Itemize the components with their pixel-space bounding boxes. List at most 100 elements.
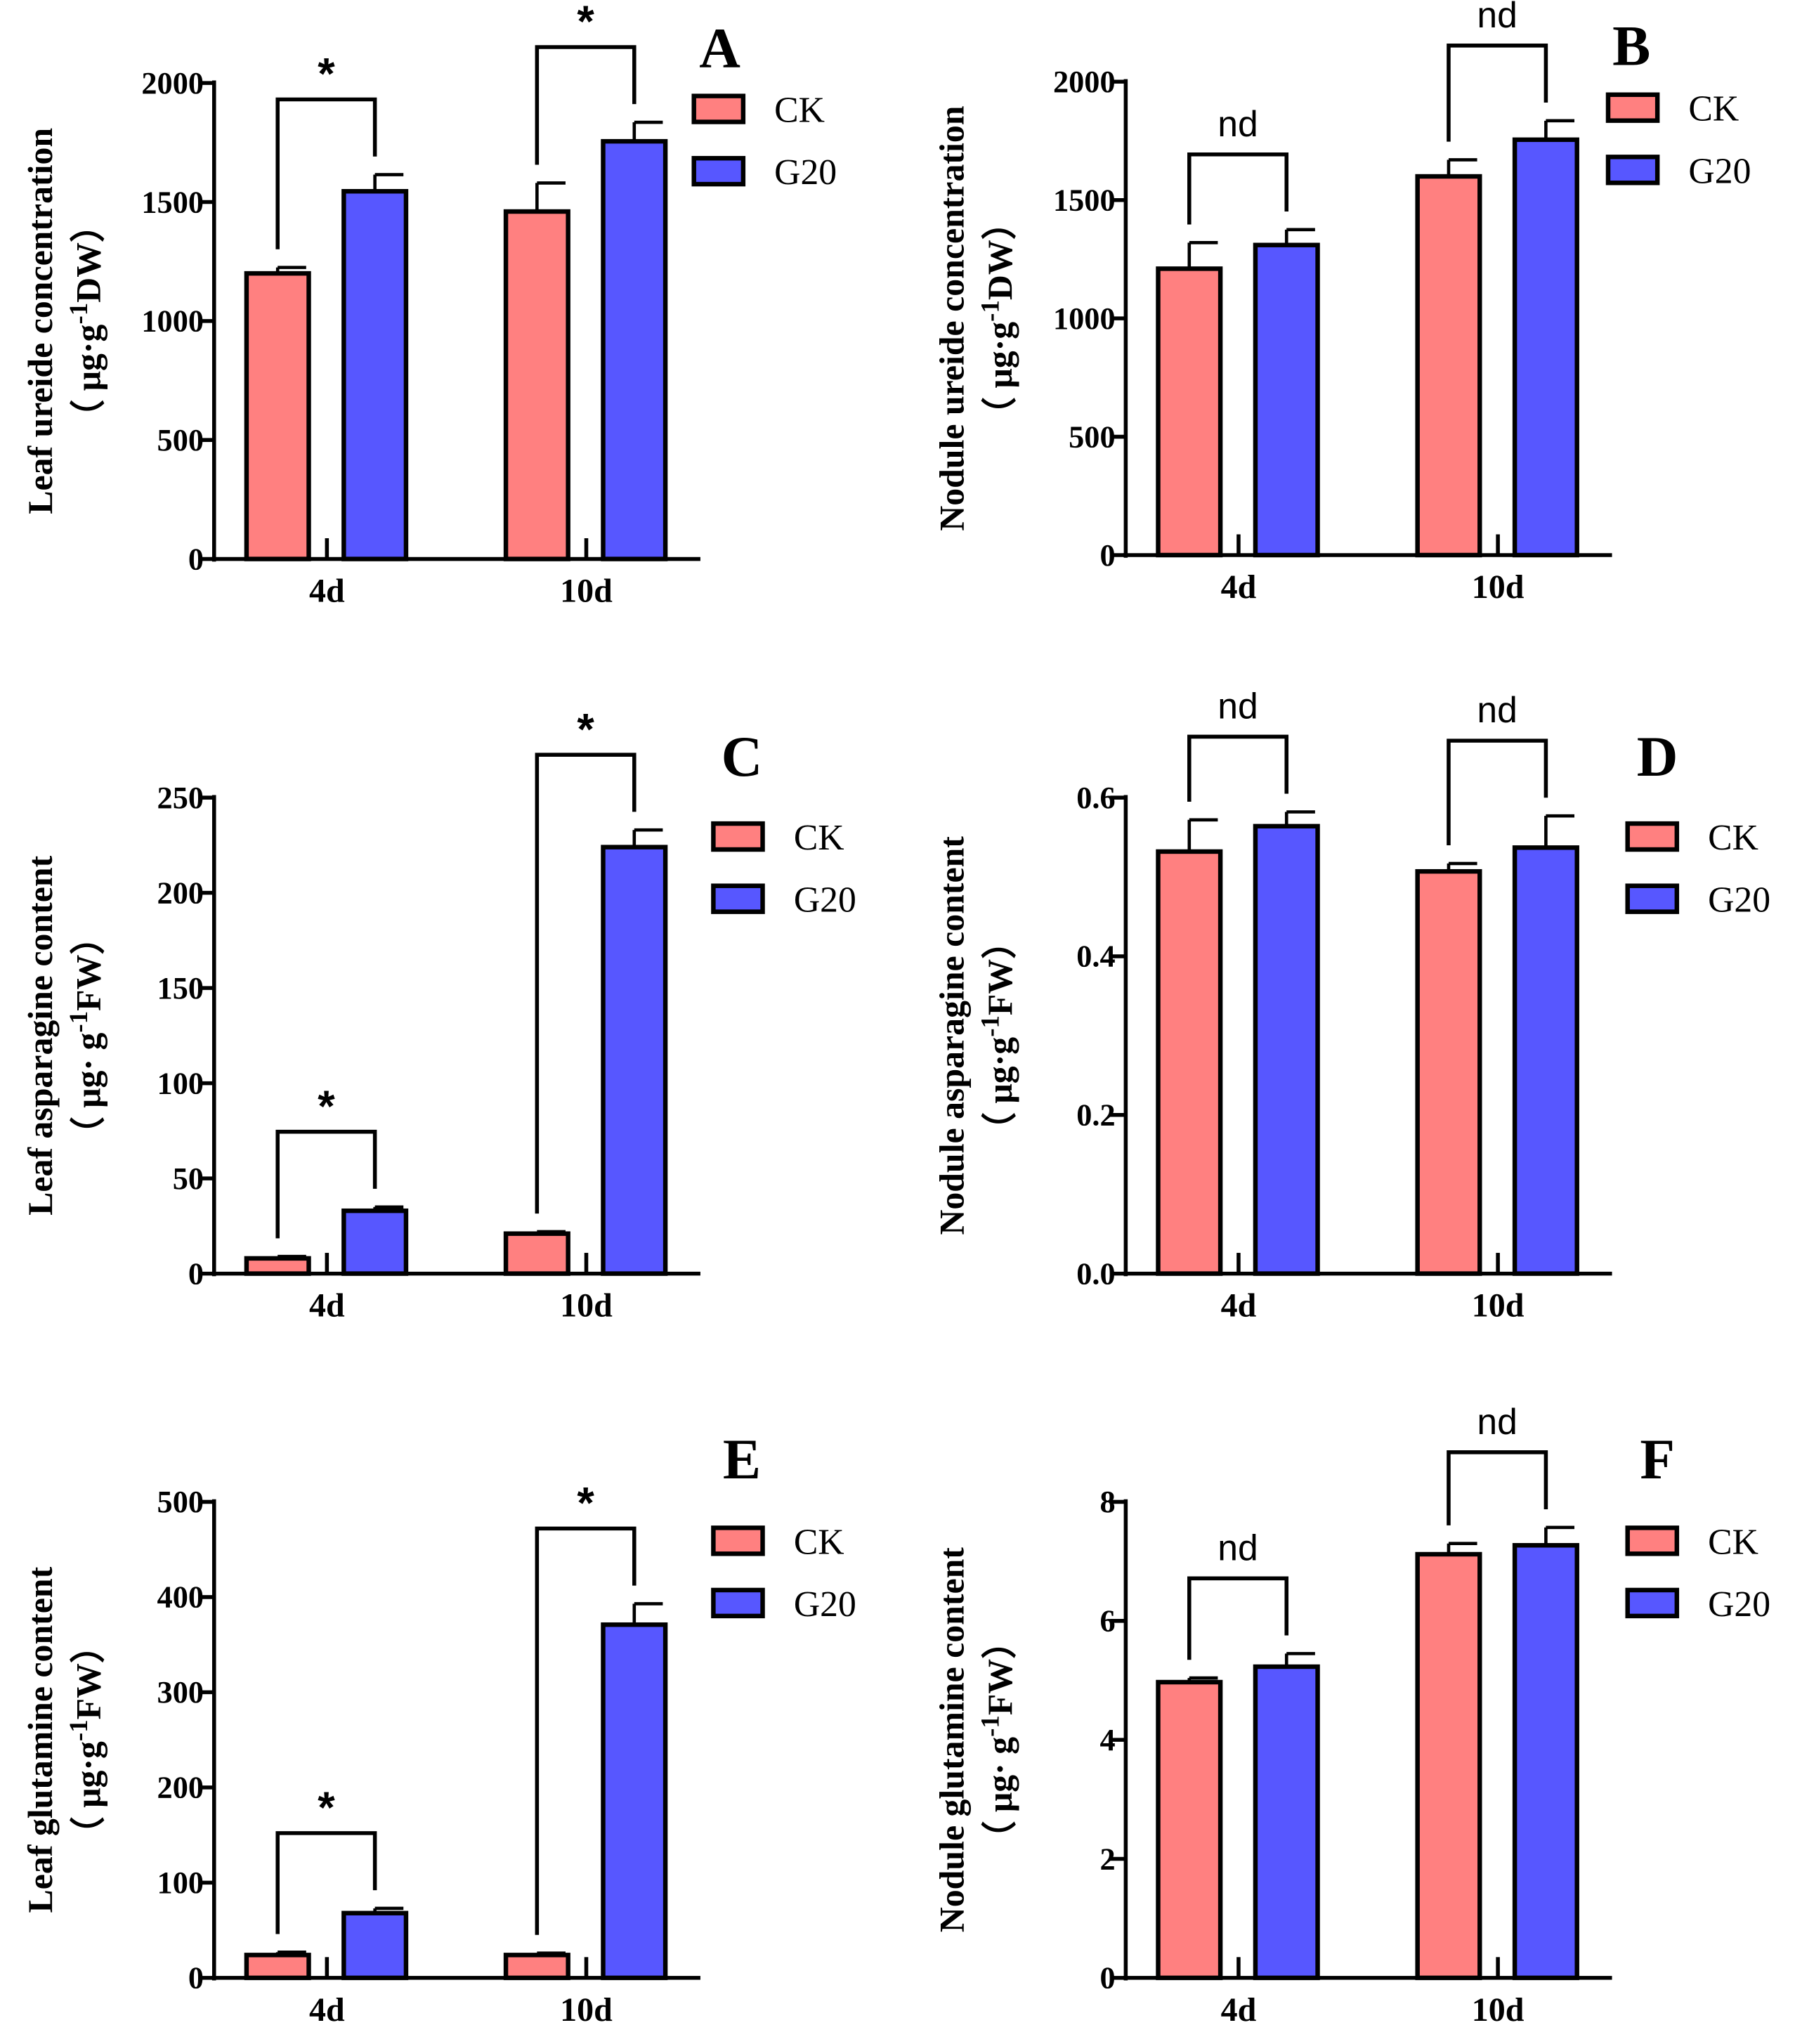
unit-suffix: FW） [69,920,107,1011]
bar-g20-10d [1512,1543,1579,1981]
unit-suffix: DW） [69,207,107,303]
legend-swatch-ck [691,93,746,124]
bar-g20-10d [1512,845,1579,1276]
significance-bracket [275,97,377,249]
legend-label-g20: G20 [1688,151,1751,191]
unit-prefix: （ μg·g [981,1037,1019,1147]
legend-swatch-ck [711,821,765,852]
y-tick-label: 300 [157,1675,204,1710]
significance-bracket [1447,1450,1548,1525]
panel-b: 0 500 1000 1500 2000 Nodule ureide concentrat… [933,0,1751,606]
bar-ck-4d [244,1953,311,1981]
unit-suffix: FW） [981,924,1019,1015]
bar-g20-4d [1253,824,1320,1276]
legend-label-ck: CK [1688,89,1739,129]
significance-label: nd [1218,1527,1258,1568]
x-tick-label: 10d [560,1287,613,1324]
unit-prefix: （ μg· g [69,1033,107,1152]
significance-label: nd [1477,0,1517,35]
x-tick-label: 4d [309,1287,345,1324]
y-tick-label: 0.6 [1076,781,1115,815]
y-axis-label: Nodule asparagine content [933,836,972,1235]
x-tick-label: 10d [560,572,613,609]
panel-d: 0.0 0.2 0.4 0.6 Nodule asparagine content （ μ… [933,686,1770,1324]
x-tick-label: 10d [1472,1287,1525,1324]
legend-swatch-g20 [1605,155,1660,185]
unit-prefix: （ μg· g [981,1737,1019,1856]
significance-bracket [535,45,637,165]
legend-label-ck: CK [774,91,825,131]
y-tick-label: 1500 [1053,183,1116,217]
legend-swatch-g20 [1625,883,1680,914]
significance-label: * [318,1082,335,1131]
bar-g20-10d [601,1622,668,1981]
y-tick-label: 0.0 [1076,1256,1115,1291]
panel-letter: A [699,17,740,80]
y-tick-label: 6 [1099,1604,1115,1639]
panel-f: 0 2 4 6 8 Nodule glutamine content （ μg· g-1FW… [933,1401,1770,2029]
x-tick-label: 4d [1221,568,1257,606]
bar-g20-4d [341,1910,409,1981]
y-tick-label: 100 [157,1866,204,1900]
legend-label-ck: CK [1708,818,1758,858]
legend-swatch-ck [1625,1525,1680,1556]
panel-letter: C [722,725,763,788]
significance-bracket [1447,44,1548,142]
legend-label-ck: CK [794,818,844,858]
y-axis-unit: （ μg·g-1FW） [64,1628,107,1851]
y-tick-label: 500 [157,423,204,457]
panel-c: 0 50 100 150 200 250 Leaf asparagine content （ … [21,705,856,1324]
y-axis-unit: （ μg·g-1DW） [975,204,1019,431]
unit-superscript: -1 [975,300,1004,322]
unit-superscript: -1 [64,1011,93,1033]
x-tick-label: 4d [309,572,345,609]
significance-label: * [318,50,335,99]
bar-ck-4d [244,1256,311,1276]
y-tick-label: 8 [1099,1485,1115,1519]
significance-label: * [577,1479,594,1528]
y-tick-label: 2 [1099,1842,1115,1876]
legend-swatch-g20 [711,1587,765,1619]
significance-bracket [535,753,637,1214]
unit-superscript: -1 [64,1719,93,1741]
legend-swatch-ck [1605,92,1660,123]
panel-e: 0 100 200 300 400 500 Leaf glutamine content （ … [21,1428,856,2029]
y-tick-label: 0 [188,1256,204,1291]
y-tick-label: 1500 [141,185,204,219]
panel-letter: B [1612,14,1650,77]
unit-superscript: -1 [975,1015,1004,1037]
bar-ck-10d [503,1231,570,1276]
bar-ck-10d [1415,174,1482,558]
y-axis-unit: （ μg·g-1DW） [64,207,107,434]
significance-bracket [1187,734,1289,802]
significance-label: * [577,0,594,46]
significance-label: nd [1218,686,1258,727]
x-tick-label: 10d [1472,1991,1525,2029]
significance-bracket [1447,738,1548,846]
y-tick-label: 50 [173,1161,204,1196]
legend-label-g20: G20 [794,1584,856,1625]
y-tick-label: 0 [1099,1961,1115,1996]
y-axis-unit: （ μg·g-1FW） [975,924,1019,1147]
panel-letter: E [723,1428,761,1491]
y-axis-label: Leaf glutamine content [21,1566,60,1913]
bar-g20-4d [1253,242,1320,558]
legend-label-ck: CK [1708,1522,1758,1562]
legend-label-g20: G20 [794,880,856,920]
y-tick-label: 4 [1099,1723,1115,1757]
significance-bracket [275,1129,377,1239]
y-axis-label: Nodule glutamine content [933,1547,972,1933]
bar-ck-10d [1415,868,1482,1276]
significance-bracket [535,1526,637,1935]
y-axis-label: Leaf asparagine content [21,855,60,1215]
unit-suffix: DW） [981,204,1019,300]
y-tick-label: 150 [157,971,204,1005]
y-tick-label: 500 [1069,419,1115,454]
legend-swatch-g20 [1625,1587,1680,1619]
y-axis-label: Leaf ureide concentration [21,128,60,514]
legend-swatch-ck [1625,821,1680,852]
y-tick-label: 500 [157,1485,204,1519]
significance-bracket [1187,152,1289,225]
bar-ck-10d [503,209,570,561]
